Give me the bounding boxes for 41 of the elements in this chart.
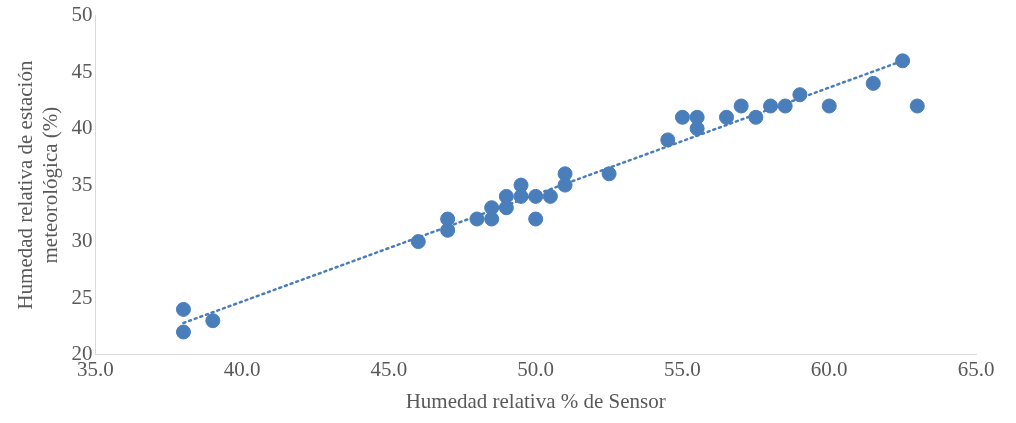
x-tick-label: 65.0 — [957, 356, 995, 381]
point — [528, 211, 544, 227]
x-tick-label: 55.0 — [664, 356, 701, 381]
point — [660, 132, 676, 148]
point — [440, 222, 456, 238]
point — [733, 98, 749, 114]
y-tick-label: 40 — [71, 115, 93, 140]
point — [763, 98, 779, 114]
y-tick-label: 50 — [71, 2, 93, 27]
y-axis-title: Humedad relativa de estación meteorológica (%) — [13, 60, 63, 310]
point — [513, 188, 529, 204]
x-tick-label: 40.0 — [223, 356, 261, 381]
point — [719, 109, 734, 125]
y-tick-label: 35 — [71, 171, 93, 196]
point — [542, 188, 558, 204]
point — [601, 166, 617, 182]
point — [865, 75, 881, 91]
point — [469, 211, 485, 227]
y-tick-label: 45 — [71, 58, 93, 83]
x-tick-label: 50.0 — [517, 356, 555, 381]
y-tick-label: 25 — [71, 284, 93, 309]
x-tick-label: 45.0 — [370, 356, 408, 381]
point — [689, 121, 705, 137]
point — [674, 109, 690, 125]
point — [528, 188, 544, 204]
x-axis-title: Humedad relativa % de Sensor — [405, 388, 666, 413]
point — [175, 301, 191, 317]
point — [410, 234, 426, 250]
point — [484, 211, 500, 227]
point — [895, 53, 911, 69]
point — [748, 109, 764, 125]
y-tick-label: 30 — [71, 228, 93, 253]
point — [557, 177, 573, 193]
point — [792, 87, 808, 103]
point — [909, 98, 925, 114]
point — [498, 200, 514, 216]
point — [777, 98, 793, 114]
x-tick-label: 60.0 — [810, 356, 848, 381]
point — [821, 98, 837, 114]
point — [205, 313, 221, 329]
point — [175, 324, 191, 340]
